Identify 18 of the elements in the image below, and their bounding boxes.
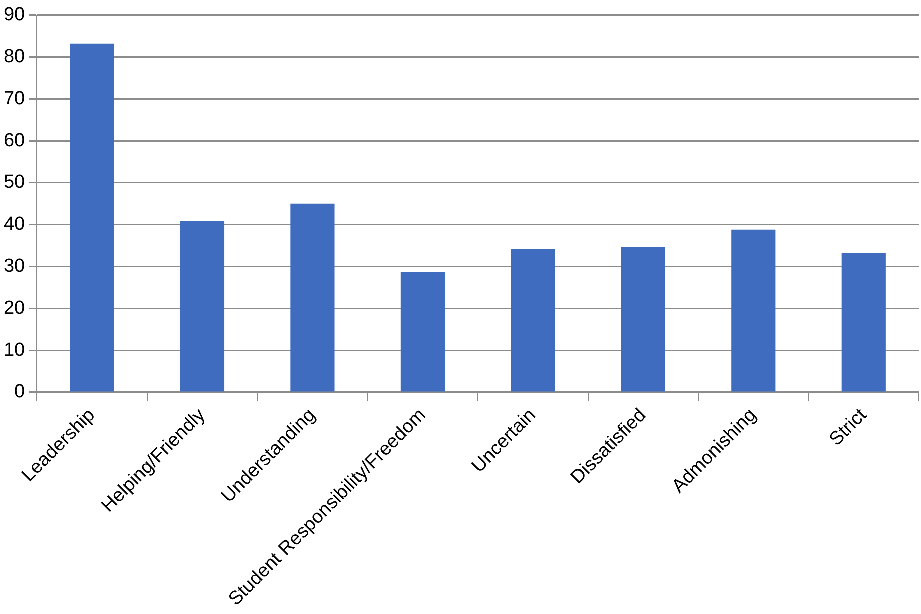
y-tick-label: 70 [4, 88, 26, 110]
bar [180, 222, 225, 392]
y-tick-label: 80 [4, 46, 26, 68]
bar [400, 272, 445, 392]
y-tick-label: 60 [4, 130, 26, 152]
y-tick-label: 40 [4, 214, 26, 236]
y-tick-label: 10 [4, 340, 26, 361]
y-tick-label: 90 [4, 4, 26, 26]
bar [842, 252, 886, 392]
bar [290, 204, 335, 392]
bar [732, 230, 776, 392]
bar [70, 44, 114, 392]
y-tick-label: 30 [4, 256, 26, 278]
y-tick-label: 0 [14, 382, 26, 403]
bar [511, 249, 556, 392]
y-tick-label: 20 [4, 298, 26, 319]
bar [621, 247, 666, 392]
y-tick-label: 50 [4, 172, 26, 194]
